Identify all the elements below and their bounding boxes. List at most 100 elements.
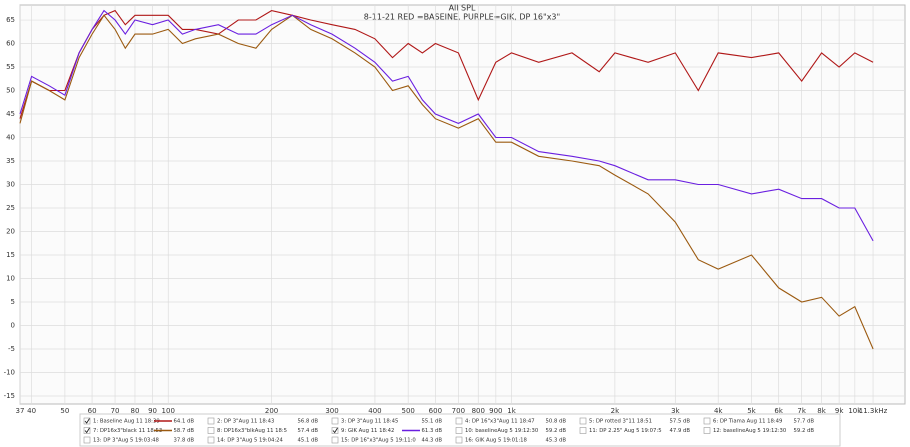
legend-check <box>84 418 90 424</box>
y-tick-label: 25 <box>6 204 15 212</box>
legend-level: 57.7 dB <box>794 419 815 425</box>
legend-checkbox[interactable] <box>83 436 91 444</box>
legend-checkbox[interactable] <box>455 427 463 434</box>
legend-level: 57.4 dB <box>298 428 319 434</box>
chart-title: All SPL <box>449 4 476 13</box>
x-tick-label: 60 <box>88 407 97 415</box>
y-tick-label: -10 <box>4 369 15 377</box>
legend-checkbox[interactable] <box>207 417 215 425</box>
legend-level: 64.1 dB <box>174 419 195 425</box>
plot-area <box>19 4 906 405</box>
x-tick-label: 2k <box>611 407 620 415</box>
legend-name: 16: GIK Aug 5 19:01:18 <box>465 438 528 444</box>
x-tick-label: 8k <box>817 407 826 415</box>
x-tick-label: 9k <box>835 407 844 415</box>
legend-level: 57.5 dB <box>670 419 691 425</box>
x-tick-label: 700 <box>452 407 465 415</box>
legend-level: 45.1 dB <box>298 438 319 444</box>
y-tick-label: 40 <box>6 134 15 142</box>
x-tick-label: 800 <box>472 407 485 415</box>
y-tick-label: 60 <box>6 40 15 48</box>
legend-name: 11: DP 2.25" Aug 5 19:07:5 <box>589 428 662 434</box>
legend-checkbox[interactable] <box>703 427 711 434</box>
y-tick-label: 50 <box>6 87 15 95</box>
series-line <box>19 9 874 242</box>
x-tick-label: 90 <box>148 407 157 415</box>
legend-checkbox[interactable] <box>579 427 587 434</box>
legend-checkbox[interactable] <box>455 436 463 444</box>
x-tick-label: 4k <box>714 407 723 415</box>
x-tick-label: 7k <box>797 407 806 415</box>
y-tick-label: 55 <box>6 63 15 71</box>
legend-name: 6: DP Tiama Aug 11 18:49 <box>713 419 782 425</box>
y-tick-label: 35 <box>6 157 15 165</box>
legend-checkbox[interactable] <box>455 417 463 425</box>
legend-checkbox[interactable] <box>703 417 711 425</box>
x-tick-label: 3k <box>671 407 680 415</box>
x-tick-label: 37 <box>16 407 25 415</box>
y-tick-label: 65 <box>6 16 15 24</box>
legend-checkbox[interactable] <box>83 427 91 434</box>
x-tick-label: 80 <box>131 407 140 415</box>
y-tick-label: 20 <box>6 228 15 236</box>
y-tick-label: 45 <box>6 110 15 118</box>
legend-name: 12: baselineAug 5 19:12:30 <box>713 428 787 434</box>
legend-level: 55.1 dB <box>422 419 443 425</box>
x-tick-label: 5k <box>747 407 756 415</box>
y-tick-label: 15 <box>6 251 15 259</box>
x-tick-label: 6k <box>774 407 783 415</box>
x-tick-label: 200 <box>265 407 278 415</box>
legend-name: 15: DP 16"x3"Aug 5 19:11:0 <box>341 438 416 444</box>
legend-checkbox[interactable] <box>83 417 91 425</box>
x-tick-label: 100 <box>162 407 175 415</box>
legend-checkbox[interactable] <box>331 427 339 434</box>
series-line <box>19 14 874 350</box>
legend-checkbox[interactable] <box>579 417 587 425</box>
legend-level: 45.3 dB <box>546 438 567 444</box>
series-line <box>19 9 874 119</box>
legend-name: 3: DP 3"Aug 11 18:45 <box>341 419 398 425</box>
x-tick-label: 600 <box>429 407 442 415</box>
legend-checkbox[interactable] <box>331 417 339 425</box>
legend-level: 61.3 dB <box>422 428 443 434</box>
chart-subtitle: 8-11-21 RED =BASEINE, PURPLE=GIK, DP 16"… <box>364 13 560 22</box>
legend-name: 9: GIK Aug 11 18:42 <box>341 428 394 434</box>
legend-name: 5: DP rotted 3"11 18:51 <box>589 419 652 425</box>
legend-level: 44.3 dB <box>422 438 443 444</box>
legend-level: 59.2 dB <box>546 428 567 434</box>
y-tick-label: 5 <box>11 298 15 306</box>
legend-name: 14: DP 3"Aug 5 19:04:24 <box>217 438 283 444</box>
y-tick-label: 30 <box>6 181 15 189</box>
legend-level: 56.8 dB <box>298 419 319 425</box>
legend-level: 58.7 dB <box>174 428 195 434</box>
x-tick-label: 11.3kHz <box>859 407 888 415</box>
x-tick-label: 40 <box>27 407 36 415</box>
legend-checkbox[interactable] <box>207 436 215 444</box>
y-tick-label: -5 <box>8 345 15 353</box>
y-tick-label: 0 <box>11 322 15 330</box>
x-tick-label: 70 <box>111 407 120 415</box>
legend-level: 59.2 dB <box>794 428 815 434</box>
legend-level: 37.8 dB <box>174 438 195 444</box>
legend-check <box>84 427 90 434</box>
legend-check <box>332 427 338 434</box>
x-tick-label: 900 <box>489 407 502 415</box>
y-tick-label: -15 <box>4 392 15 400</box>
x-tick-label: 500 <box>402 407 415 415</box>
legend-name: 4: DP 16"x3"Aug 11 18:47 <box>465 419 535 425</box>
x-tick-label: 300 <box>325 407 338 415</box>
legend-checkbox[interactable] <box>331 436 339 444</box>
legend-name: 2: DP 3"Aug 11 18:43 <box>217 419 274 425</box>
legend-checkbox[interactable] <box>207 427 215 434</box>
legend-name: 10: baselineAug 5 19:12:30 <box>465 428 539 434</box>
legend-name: 7: DP16x3"black 11 18:53 <box>93 428 162 434</box>
x-tick-label: 50 <box>60 407 69 415</box>
legend-name: 13: DP 3"Aug 5 19:03:48 <box>93 438 159 444</box>
x-tick-label: 400 <box>368 407 381 415</box>
legend-level: 47.9 dB <box>670 428 691 434</box>
legend-level: 50.8 dB <box>546 419 567 425</box>
legend-name: 1: Baseline Aug 11 18:39 <box>93 419 160 425</box>
y-tick-label: 10 <box>6 275 15 283</box>
legend-name: 8: DP16x3"blkAug 11 18:5 <box>217 428 287 434</box>
